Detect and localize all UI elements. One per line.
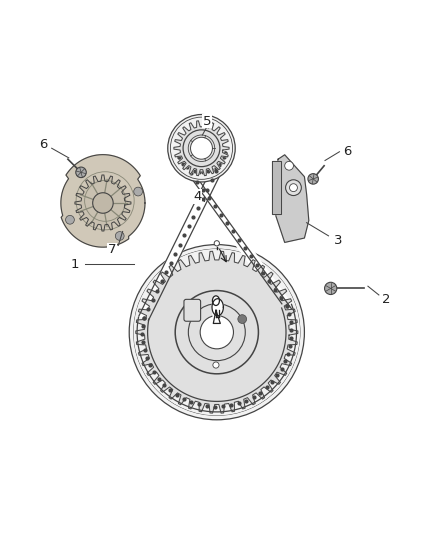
Circle shape — [308, 174, 318, 184]
Circle shape — [115, 231, 124, 240]
Circle shape — [286, 180, 301, 196]
Text: 1: 1 — [70, 258, 79, 271]
Circle shape — [238, 314, 247, 324]
Polygon shape — [274, 155, 309, 243]
Circle shape — [134, 187, 142, 196]
Polygon shape — [174, 121, 229, 176]
Circle shape — [214, 241, 219, 246]
Circle shape — [290, 184, 297, 191]
Text: 3: 3 — [334, 233, 343, 247]
Circle shape — [285, 161, 293, 170]
Polygon shape — [75, 175, 131, 231]
Circle shape — [183, 130, 220, 167]
Polygon shape — [139, 150, 230, 320]
Text: 5: 5 — [203, 115, 212, 127]
Circle shape — [93, 193, 113, 213]
Text: 6: 6 — [39, 138, 48, 151]
Text: 6: 6 — [343, 146, 352, 158]
Circle shape — [191, 138, 212, 159]
Circle shape — [213, 362, 219, 368]
Circle shape — [168, 115, 235, 182]
Polygon shape — [61, 155, 145, 247]
Circle shape — [200, 316, 233, 349]
Text: 2: 2 — [382, 293, 391, 306]
Circle shape — [134, 249, 300, 415]
FancyBboxPatch shape — [184, 300, 201, 321]
Text: 4: 4 — [193, 190, 201, 203]
Circle shape — [325, 282, 337, 295]
Polygon shape — [212, 298, 223, 316]
Circle shape — [76, 167, 86, 177]
Polygon shape — [175, 154, 291, 309]
Ellipse shape — [212, 296, 219, 305]
Circle shape — [175, 290, 258, 374]
Text: 7: 7 — [107, 244, 116, 256]
Circle shape — [77, 168, 85, 177]
Circle shape — [129, 245, 304, 420]
Circle shape — [66, 215, 74, 224]
Polygon shape — [136, 251, 298, 413]
Polygon shape — [272, 161, 281, 214]
Polygon shape — [212, 310, 219, 326]
Circle shape — [190, 305, 198, 314]
